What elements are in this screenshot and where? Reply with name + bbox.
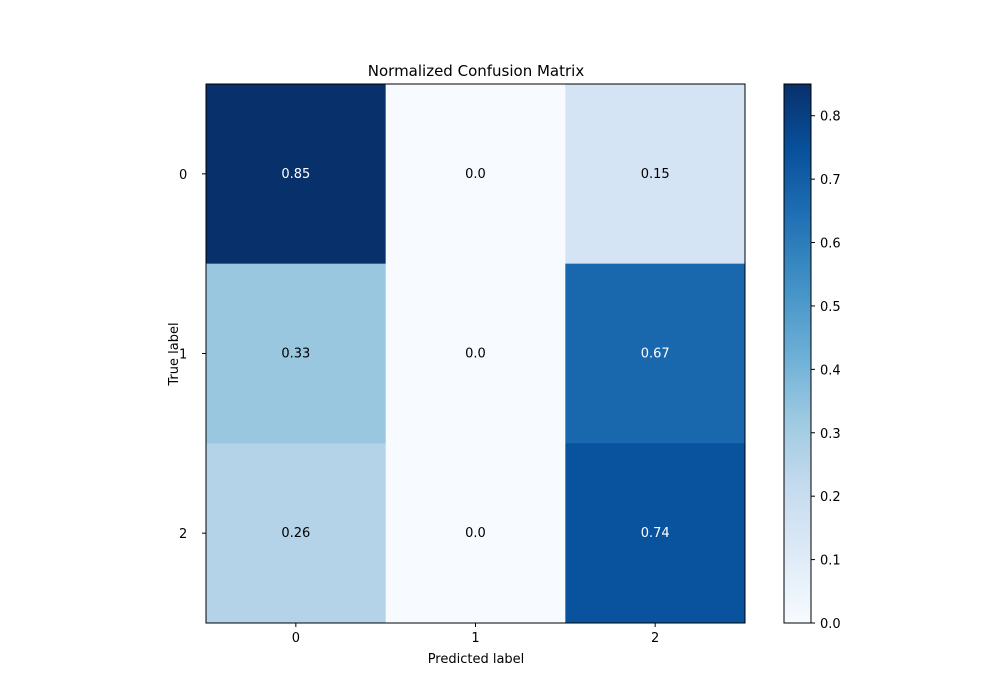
colorbar-axis: 0.0 0.1 0.2 0.3 0.4 0.5 0.6 0.7 0.8	[811, 110, 841, 632]
heatmap-cell	[206, 263, 387, 444]
cell-value-label: 0.85	[281, 167, 310, 182]
cell-value-label: 0.74	[641, 526, 670, 541]
y-axis: 0 1 2	[179, 168, 206, 542]
colorbar	[783, 83, 812, 624]
heatmap-cell	[565, 263, 746, 444]
heatmap-cell	[206, 443, 387, 624]
y-tick-label: 1	[179, 348, 187, 363]
x-axis: 0 1 2	[292, 623, 659, 646]
colorbar-tick-label: 0.3	[820, 427, 841, 442]
colorbar-tick-label: 0.4	[820, 363, 841, 378]
cell-value-label: 0.33	[281, 347, 310, 362]
y-tick-label: 2	[179, 527, 187, 542]
heatmap-cell	[565, 84, 746, 265]
x-tick-label: 2	[651, 631, 659, 646]
x-tick-label: 0	[292, 631, 300, 646]
heatmap-cells	[206, 84, 746, 624]
cell-value-label: 0.67	[641, 347, 670, 362]
cell-value-label: 0.0	[465, 347, 486, 362]
heatmap-cell	[565, 443, 746, 624]
heatmap-cell	[206, 84, 387, 265]
colorbar-tick-label: 0.8	[820, 110, 841, 125]
colorbar-tick-label: 0.5	[820, 300, 841, 315]
cell-value-label: 0.0	[465, 167, 486, 182]
x-tick-label: 1	[471, 631, 479, 646]
cell-value-label: 0.26	[281, 526, 310, 541]
x-axis-label: Predicted label	[428, 652, 525, 667]
heatmap-cell	[385, 263, 566, 444]
colorbar-tick-label: 0.6	[820, 237, 841, 252]
cell-value-label: 0.0	[465, 526, 486, 541]
colorbar-tick-label: 0.1	[820, 554, 841, 569]
colorbar-tick-label: 0.0	[820, 617, 841, 632]
heatmap-cell	[385, 84, 566, 265]
colorbar-tick-label: 0.2	[820, 490, 841, 505]
colorbar-tick-label: 0.7	[820, 173, 841, 188]
heatmap-cell-labels: 0.85 0.0 0.15 0.33 0.0 0.67 0.26 0.0 0.74	[281, 167, 669, 541]
heatmap-cell	[385, 443, 566, 624]
chart-title: Normalized Confusion Matrix	[368, 62, 585, 80]
cell-value-label: 0.15	[641, 167, 670, 182]
y-axis-label: True label	[167, 322, 182, 386]
y-tick-label: 0	[179, 168, 187, 183]
